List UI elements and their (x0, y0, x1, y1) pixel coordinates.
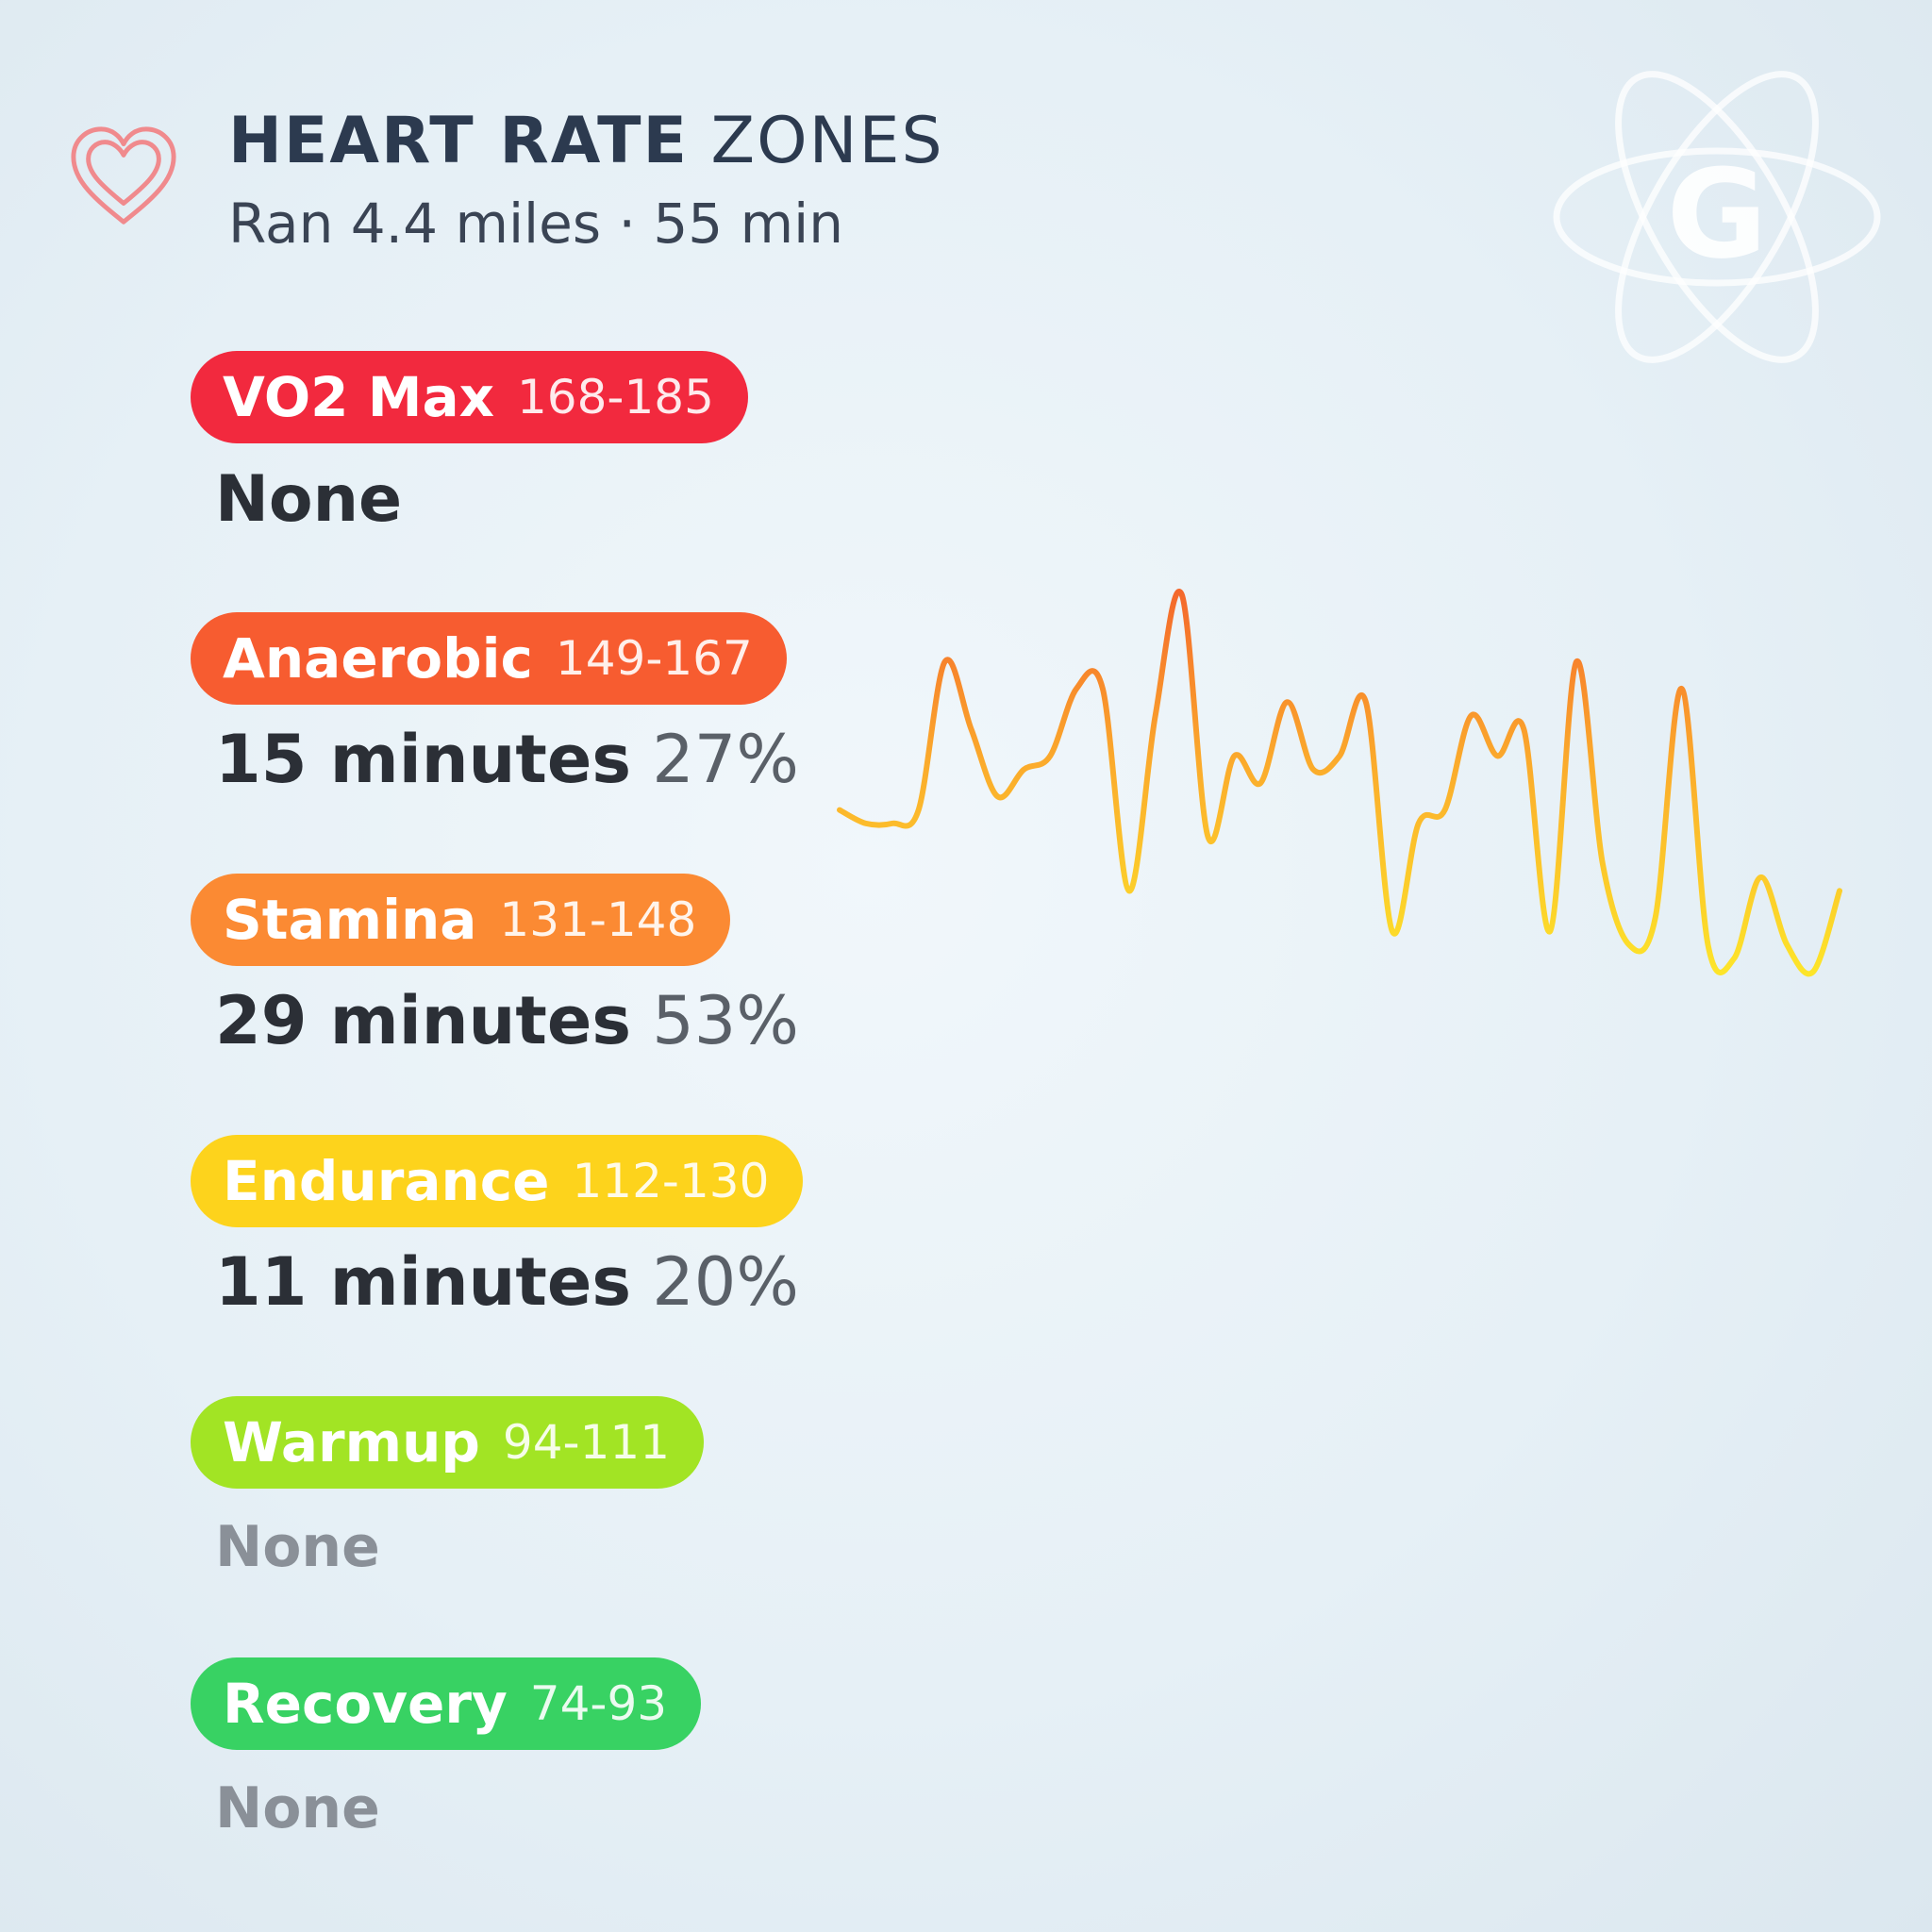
zone-pill: Stamina 131-148 (191, 874, 731, 966)
zone-vo2-max: VO2 Max 168-185 None (191, 351, 851, 612)
heart-rate-chart (837, 589, 1842, 977)
zone-range: 131-148 (499, 892, 697, 947)
zone-list: VO2 Max 168-185 None Anaerobic 149-167 1… (191, 351, 851, 1919)
logo-letter: G (1667, 142, 1768, 286)
zone-warmup: Warmup 94-111 None (191, 1396, 851, 1657)
page-title: HEART RATE ZONES (228, 106, 944, 177)
zone-percent: 20% (652, 1243, 799, 1321)
heart-rate-line (837, 589, 1842, 977)
zone-value: 29 minutes 53% (215, 983, 799, 1058)
heart-icon (71, 126, 176, 225)
zone-pill: Recovery 74-93 (191, 1657, 702, 1750)
zone-stamina: Stamina 131-148 29 minutes 53% (191, 874, 851, 1135)
zone-value: None (215, 1767, 380, 1846)
zone-range: 112-130 (572, 1154, 770, 1208)
zone-range: 168-185 (517, 370, 714, 425)
zone-name: Recovery (223, 1672, 508, 1736)
zone-none: None (215, 1775, 380, 1841)
zone-percent: 53% (652, 982, 799, 1059)
zone-anaerobic: Anaerobic 149-167 15 minutes 27% (191, 612, 851, 874)
zone-value: None (215, 460, 402, 538)
zone-range: 74-93 (529, 1676, 668, 1731)
zone-name: Warmup (223, 1410, 480, 1474)
zone-name: Endurance (223, 1149, 550, 1213)
zone-range: 94-111 (502, 1415, 671, 1470)
zone-pill: Endurance 112-130 (191, 1135, 804, 1227)
zone-none: None (215, 462, 403, 537)
zone-pill: Warmup 94-111 (191, 1396, 705, 1489)
title-bold: HEART RATE (228, 104, 689, 178)
zone-value: None (215, 1506, 380, 1585)
zone-pill: Anaerobic 149-167 (191, 612, 787, 705)
zone-name: VO2 Max (223, 365, 494, 429)
zone-recovery: Recovery 74-93 None (191, 1657, 851, 1919)
title-light: ZONES (710, 104, 944, 178)
zone-minutes: 11 minutes (215, 1243, 631, 1321)
zone-minutes: 15 minutes (215, 721, 631, 798)
zone-value: 11 minutes 20% (215, 1244, 799, 1320)
zone-percent: 27% (652, 721, 799, 798)
atom-logo-icon: G (1553, 71, 1881, 363)
zone-minutes: 29 minutes (215, 982, 631, 1059)
zone-none: None (215, 1514, 380, 1580)
zone-name: Stamina (223, 888, 477, 952)
zone-range: 149-167 (555, 631, 753, 686)
header: HEART RATE ZONES Ran 4.4 miles · 55 min … (0, 0, 1932, 363)
workout-summary: Ran 4.4 miles · 55 min (228, 192, 843, 256)
zone-value: 15 minutes 27% (215, 722, 799, 797)
zone-name: Anaerobic (223, 626, 533, 691)
zone-pill: VO2 Max 168-185 (191, 351, 748, 443)
zone-endurance: Endurance 112-130 11 minutes 20% (191, 1135, 851, 1396)
